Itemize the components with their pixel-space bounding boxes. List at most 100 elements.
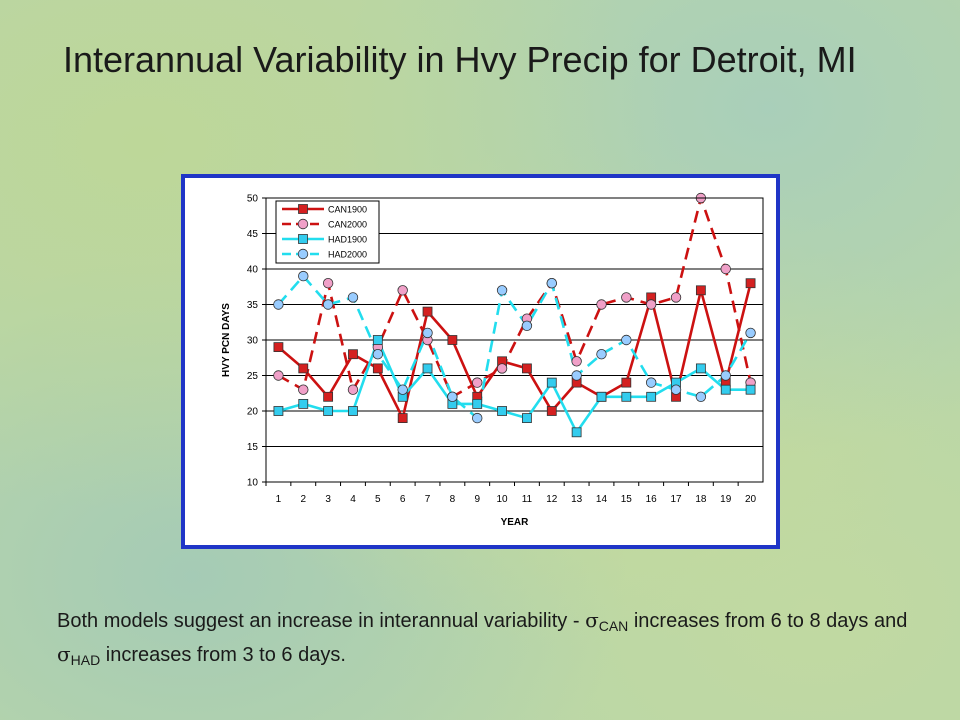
data-point-had2000 xyxy=(496,285,508,296)
x-tick-label: 14 xyxy=(596,494,608,505)
legend-box xyxy=(275,200,380,264)
data-point-can1900 xyxy=(621,377,632,388)
data-point-had2000 xyxy=(447,391,458,403)
data-point-had2000 xyxy=(546,277,557,289)
data-point-can1900 xyxy=(546,406,557,416)
data-point-had1900 xyxy=(621,391,632,402)
y-tick-label: 30 xyxy=(247,336,259,347)
data-point-can1900 xyxy=(372,363,383,374)
data-point-had1900 xyxy=(695,363,706,374)
data-point-had2000 xyxy=(695,391,707,403)
y-tick-label: 10 xyxy=(247,478,259,489)
data-point-had1900 xyxy=(372,335,383,345)
x-tick-label: 4 xyxy=(350,494,356,505)
y-tick-label: 35 xyxy=(247,300,259,311)
data-point-had1900 xyxy=(596,391,607,402)
slide-title: Interannual Variability in Hvy Precip fo… xyxy=(63,39,857,80)
legend-marker-had1900 xyxy=(298,234,308,244)
y-tick-label: 15 xyxy=(247,442,259,453)
y-tick-label: 50 xyxy=(247,194,259,205)
data-point-had2000 xyxy=(596,348,607,360)
chart-series xyxy=(273,192,756,438)
y-axis-title: HVY PCN DAYS xyxy=(221,303,232,377)
caption-subscript-had: HAD xyxy=(70,652,101,668)
data-point-can1900 xyxy=(745,278,756,289)
data-point-had2000 xyxy=(521,320,533,332)
legend-label-had2000: HAD2000 xyxy=(328,250,367,260)
x-tick-label: 16 xyxy=(646,494,658,505)
data-point-had2000 xyxy=(372,348,384,360)
data-point-had2000 xyxy=(298,270,309,282)
x-tick-label: 12 xyxy=(546,494,558,505)
data-point-had1900 xyxy=(571,427,582,438)
data-point-can1900 xyxy=(522,363,532,374)
x-tick-label: 8 xyxy=(450,494,456,505)
x-tick-label: 19 xyxy=(720,494,732,505)
x-tick-label: 7 xyxy=(425,494,431,505)
data-point-can1900 xyxy=(397,413,408,424)
x-tick-label: 17 xyxy=(670,494,682,505)
data-point-had1900 xyxy=(273,406,284,416)
caption-text-3: increases from 3 to 6 days. xyxy=(100,644,346,666)
data-point-had1900 xyxy=(348,406,358,416)
data-point-had1900 xyxy=(546,377,557,388)
y-tick-label: 40 xyxy=(247,265,259,276)
chart-legend: CAN1900 CAN2000 HAD1900 HAD2000 xyxy=(275,200,380,264)
legend-label-can2000: CAN2000 xyxy=(328,220,367,230)
data-point-can1900 xyxy=(273,342,284,353)
x-tick-label: 3 xyxy=(325,494,331,505)
data-point-had2000 xyxy=(397,384,408,395)
x-tick-label: 11 xyxy=(522,494,533,505)
x-tick-label: 20 xyxy=(745,494,757,505)
legend-marker-had2000 xyxy=(297,248,309,260)
data-point-had2000 xyxy=(472,412,483,424)
x-tick-label: 13 xyxy=(571,494,583,505)
data-point-can2000 xyxy=(347,384,359,395)
data-point-can2000 xyxy=(322,277,334,289)
legend-label-had1900: HAD1900 xyxy=(328,235,367,245)
sigma-symbol: σ xyxy=(585,608,599,632)
x-tick-label: 5 xyxy=(375,494,381,505)
x-tick-label: 1 xyxy=(276,494,282,505)
data-point-can2000 xyxy=(645,299,657,310)
data-point-had1900 xyxy=(745,384,756,395)
data-point-had1900 xyxy=(422,363,433,374)
data-point-had1900 xyxy=(646,391,657,402)
data-point-can2000 xyxy=(571,356,582,367)
data-point-can2000 xyxy=(596,299,607,310)
data-point-can1900 xyxy=(348,349,358,360)
data-point-can2000 xyxy=(720,263,731,275)
x-tick-label: 15 xyxy=(621,494,633,505)
x-tick-label: 9 xyxy=(474,494,480,505)
sigma-symbol: σ xyxy=(57,642,71,666)
data-point-can1900 xyxy=(422,306,433,317)
data-point-had1900 xyxy=(472,398,483,409)
data-point-had2000 xyxy=(273,299,284,310)
legend-marker-can1900 xyxy=(298,204,308,214)
caption-subscript-can: CAN xyxy=(598,618,629,634)
x-tick-label: 18 xyxy=(695,494,707,505)
legend-label-can1900: CAN1900 xyxy=(328,205,367,215)
data-point-had2000 xyxy=(670,384,682,395)
data-point-can2000 xyxy=(496,363,508,374)
data-point-had2000 xyxy=(571,370,582,381)
caption-text-2: increases from 6 to 8 days and xyxy=(628,610,908,632)
data-point-had1900 xyxy=(323,406,334,416)
x-axis-title: YEAR xyxy=(501,517,530,528)
data-point-had2000 xyxy=(645,377,657,388)
chart-frame: 10 15 20 25 30 35 40 45 50 1 2 3 4 5 6 7 8 9 10 11 12 13 14 15 1… xyxy=(181,174,780,549)
data-point-can1900 xyxy=(695,285,706,296)
data-point-had1900 xyxy=(298,398,309,409)
data-point-had1900 xyxy=(497,406,507,416)
data-point-can1900 xyxy=(323,391,334,402)
data-point-had2000 xyxy=(720,370,731,381)
slide-caption: Both models suggest an increase in inter… xyxy=(57,606,917,674)
y-tick-label: 20 xyxy=(247,407,259,418)
y-tick-label: 45 xyxy=(247,229,259,240)
data-point-had2000 xyxy=(745,327,756,339)
data-point-can2000 xyxy=(621,292,632,303)
data-point-had2000 xyxy=(322,299,334,310)
data-point-can2000 xyxy=(298,384,309,395)
